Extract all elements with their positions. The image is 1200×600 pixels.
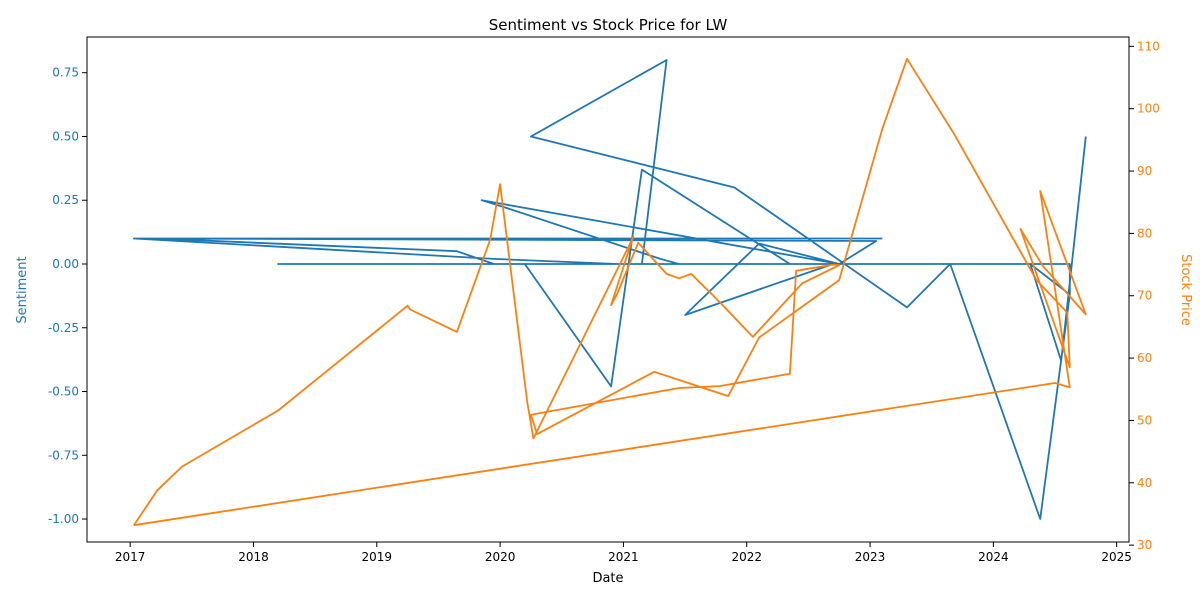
y-right-tick-label: 40: [1137, 476, 1152, 490]
y-right-tick-label: 70: [1137, 289, 1152, 303]
x-tick-label: 2023: [855, 550, 886, 564]
x-tick-label: 2020: [485, 550, 516, 564]
plot-frame: [86, 36, 1130, 543]
sentiment-series-line: [132, 59, 1087, 520]
x-tick-label: 2024: [978, 550, 1009, 564]
x-tick-label: 2021: [608, 550, 639, 564]
x-axis-ticks: 2017 2018 2019 2020 2021 2022 2023 2024 2025: [115, 542, 1132, 564]
y-left-tick-label: 0.75: [52, 66, 79, 80]
x-tick-label: 2017: [115, 550, 146, 564]
y-left-tick-label: -0.50: [48, 385, 79, 399]
x-tick-label: 2022: [731, 550, 762, 564]
y-left-tick-label: 0.00: [52, 257, 79, 271]
y-right-tick-label: 100: [1137, 102, 1160, 116]
x-tick-label: 2025: [1101, 550, 1132, 564]
y-axis-left-label: Sentiment: [15, 256, 30, 323]
x-axis-label: Date: [592, 571, 623, 586]
price-series-line: [133, 57, 1087, 527]
x-tick-label: 2019: [362, 550, 393, 564]
y-axis-right-label: Stock Price: [1178, 254, 1193, 326]
y-left-tick-label: -1.00: [48, 512, 79, 526]
y-right-tick-label: 30: [1137, 538, 1152, 552]
y-right-tick-label: 60: [1137, 351, 1152, 365]
y-right-tick-label: 80: [1137, 226, 1152, 240]
chart-title: Sentiment vs Stock Price for LW: [489, 16, 728, 34]
x-tick-label: 2018: [238, 550, 269, 564]
y-left-tick-label: -0.25: [48, 321, 79, 335]
y-right-tick-label: 90: [1137, 164, 1152, 178]
y-left-tick-label: 0.25: [52, 193, 79, 207]
series-layer: [132, 57, 1087, 527]
y-axis-right-ticks: 30 40 50 60 70 80 90 100 110: [1129, 39, 1160, 552]
y-right-tick-label: 110: [1137, 39, 1160, 53]
y-left-tick-label: 0.50: [52, 129, 79, 143]
y-axis-left-ticks: -1.00 -0.75 -0.50 -0.25 0.00 0.25 0.50 0.75: [48, 66, 87, 526]
y-right-tick-label: 50: [1137, 413, 1152, 427]
y-left-tick-label: -0.75: [48, 448, 79, 462]
